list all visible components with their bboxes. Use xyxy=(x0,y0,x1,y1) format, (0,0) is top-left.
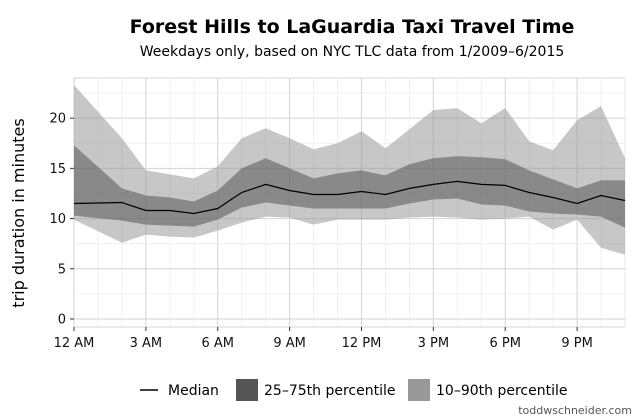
median-line xyxy=(73,180,626,215)
x-tick-label: 9 PM xyxy=(561,336,592,351)
y-tick-label: 5 xyxy=(58,262,66,277)
x-tick-label: 9 AM xyxy=(273,336,306,351)
x-tick-label: 12 PM xyxy=(342,336,382,351)
y-tick-label: 20 xyxy=(49,112,66,127)
y-tick-label: 10 xyxy=(49,212,66,227)
legend-p10-90-label: 10–90th percentile xyxy=(436,383,567,399)
legend-median-label: Median xyxy=(168,383,219,399)
credit-text: toddwschneider.com xyxy=(518,404,632,417)
chart-subtitle: Weekdays only, based on NYC TLC data fro… xyxy=(140,44,565,60)
x-tick-label: 3 AM xyxy=(130,336,163,351)
bands xyxy=(74,85,625,255)
legend-iqr-label: 25–75th percentile xyxy=(264,383,395,399)
y-axis-title: trip duration in minutes xyxy=(9,118,28,307)
band-25-75-percentile xyxy=(74,145,625,228)
axes: 12 AM 3 AM 6 AM 9 AM 12 PM 3 PM 6 PM 9 PM 0 5 10 15… xyxy=(49,112,592,351)
legend: Median 25–75th percentile 10–90th percen… xyxy=(140,379,567,401)
x-tick-label: 6 PM xyxy=(489,336,520,351)
legend-p10-90-key xyxy=(408,379,430,401)
y-tick-label: 15 xyxy=(49,162,66,177)
x-tick-label: 3 PM xyxy=(418,336,449,351)
chart-title: Forest Hills to LaGuardia Taxi Travel Ti… xyxy=(130,16,575,38)
x-tick-label: 12 AM xyxy=(54,336,95,351)
y-tick-label: 0 xyxy=(58,312,66,327)
legend-iqr-key xyxy=(236,379,258,401)
x-tick-label: 6 AM xyxy=(201,336,234,351)
median-line-layer xyxy=(73,180,626,215)
